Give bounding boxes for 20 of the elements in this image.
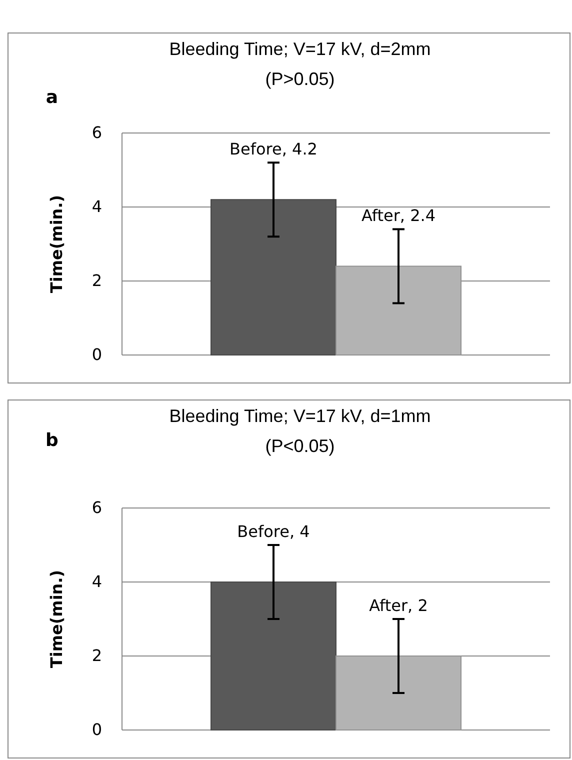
chart-title: Bleeding Time; V=17 kV, d=1mm <box>169 406 431 426</box>
data-label: Before, 4 <box>237 522 310 541</box>
chart-title: Bleeding Time; V=17 kV, d=2mm <box>169 39 431 59</box>
y-tick-label: 2 <box>92 271 102 290</box>
data-label: Before, 4.2 <box>230 140 318 159</box>
y-tick-label: 4 <box>92 572 102 592</box>
y-tick-label: 0 <box>92 720 102 740</box>
y-tick-label: 0 <box>92 345 102 364</box>
y-tick-label: 4 <box>92 197 102 216</box>
text: a <box>46 87 58 108</box>
y-tick-label: 6 <box>92 498 102 518</box>
y-axis-title: Time(min.) <box>47 194 66 294</box>
data-label: After, 2.4 <box>361 206 436 226</box>
y-axis-title: Time(min.) <box>47 570 66 668</box>
y-tick-label: 6 <box>92 123 102 142</box>
chart-subtitle: (P<0.05) <box>265 436 335 456</box>
y-tick-label: 2 <box>92 646 102 666</box>
text: b <box>46 430 59 451</box>
data-label: After, 2 <box>369 596 428 615</box>
chart-subtitle: (P>0.05) <box>265 69 335 89</box>
